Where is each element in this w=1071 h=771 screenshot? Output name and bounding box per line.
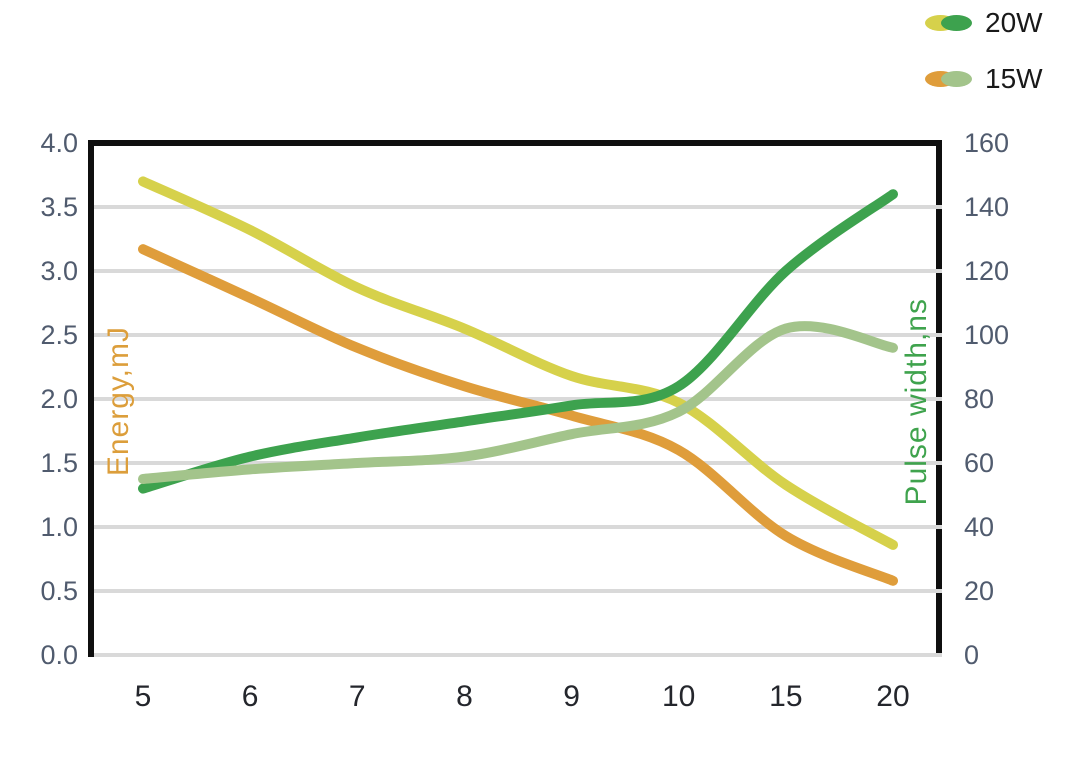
x-axis-tick: 20 xyxy=(876,680,910,713)
x-axis-tick: 10 xyxy=(662,680,696,713)
left-axis-tick: 2.5 xyxy=(40,320,78,350)
right-axis-title: Pulse width,ns xyxy=(896,146,938,657)
plot-area xyxy=(94,176,942,657)
chart-legend: 20W 15W xyxy=(925,6,1043,118)
left-axis-title-text: Energy,mJ xyxy=(102,326,135,477)
left-axis-tick: 2.0 xyxy=(40,384,78,414)
pulse-20w-dot-icon xyxy=(941,15,972,31)
right-axis-tick: 140 xyxy=(964,192,1010,222)
legend-label: 20W xyxy=(985,7,1043,38)
right-axis-tick: 20 xyxy=(964,576,995,606)
x-axis-tick: 7 xyxy=(348,680,366,713)
series-line-20w-pulse-width xyxy=(138,189,898,494)
left-axis-title: Energy,mJ xyxy=(98,146,140,657)
left-axis-tick: 1.5 xyxy=(40,448,78,478)
x-axis-tick: 8 xyxy=(456,680,473,713)
legend-item-20w: 20W xyxy=(925,6,1043,40)
left-axis-tick: 3.5 xyxy=(40,192,78,222)
series-line-15w-energy xyxy=(138,244,898,586)
series-line-15w-pulse-width xyxy=(138,321,898,484)
right-axis-tick: 0 xyxy=(964,640,980,670)
legend-item-15w: 15W xyxy=(925,62,1043,96)
x-axis-tick: 5 xyxy=(134,680,152,713)
x-axis-tick: 9 xyxy=(563,680,580,713)
left-axis-tick: 0.0 xyxy=(40,640,78,670)
left-axis-tick: 3.0 xyxy=(40,256,78,286)
legend-label: 15W xyxy=(985,63,1043,94)
left-axis-tick: 1.0 xyxy=(40,512,78,542)
left-axis-tick: 0.5 xyxy=(40,576,78,606)
series-line-20w-energy xyxy=(138,176,898,550)
right-axis-tick: 40 xyxy=(964,512,995,542)
x-axis-tick: 6 xyxy=(241,680,259,713)
right-axis-tick: 60 xyxy=(964,448,995,478)
right-axis-tick: 120 xyxy=(964,256,1010,286)
pulse-15w-dot-icon xyxy=(941,71,972,87)
right-axis-tick: 160 xyxy=(964,128,1010,158)
right-axis-tick: 100 xyxy=(964,320,1010,350)
x-axis-tick: 15 xyxy=(769,680,803,713)
right-axis-tick: 80 xyxy=(964,384,995,414)
right-axis-title-text: Pulse width,ns xyxy=(900,297,933,506)
left-axis-tick: 4.0 xyxy=(40,128,78,158)
